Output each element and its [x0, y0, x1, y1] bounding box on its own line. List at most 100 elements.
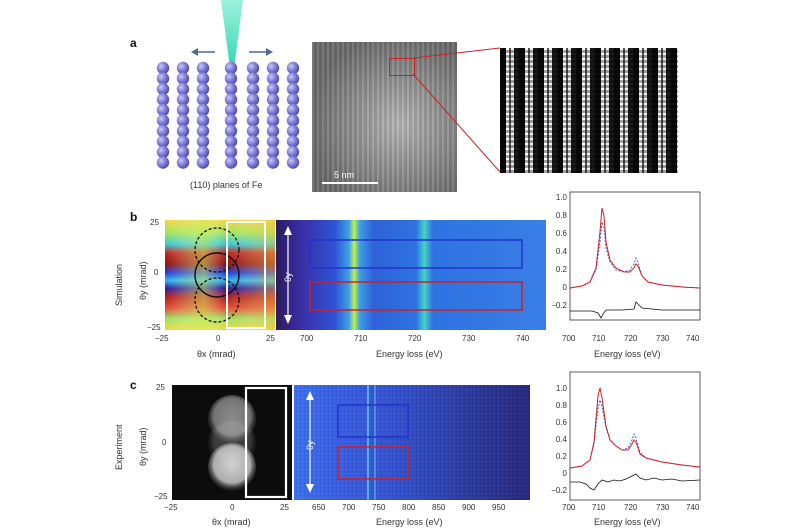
hrtem-image — [312, 42, 457, 192]
fe-atom — [286, 93, 300, 106]
b-spectra-xtick: 710 — [592, 334, 606, 343]
fe-atom — [286, 145, 300, 159]
b-spectra-ytick: 1.0 — [555, 193, 567, 202]
c-spectra-xtick: 740 — [686, 503, 700, 512]
fe-atom — [156, 145, 170, 159]
fe-atom-structure — [156, 0, 300, 169]
b-spectra-xtick: 720 — [624, 334, 638, 343]
zoom-region-box — [389, 58, 415, 76]
fe-atom — [286, 72, 300, 85]
fe-atom — [266, 114, 280, 127]
b-diffraction-map — [165, 220, 275, 330]
c-spectra-xticks: 700 710 720 730 740 — [562, 503, 712, 515]
fe-atom — [224, 156, 238, 169]
c-spectra-xlabel: Energy loss (eV) — [594, 517, 661, 527]
b-diff-ytick-bot: −25 — [147, 323, 161, 332]
fe-atom — [156, 156, 170, 169]
b-map-xtick: 700 — [300, 334, 314, 343]
fe-atom — [266, 103, 280, 117]
b-diff-ytick-mid: 0 — [154, 268, 159, 277]
b-spectra-ytick: 0.8 — [555, 211, 567, 220]
c-diff-ytick-mid: 0 — [162, 438, 167, 447]
panel-c-label: c — [130, 378, 137, 392]
fe-atom — [246, 124, 260, 138]
c-spectra-ytick: 1.0 — [555, 384, 567, 393]
c-spectra-ytick: 0 — [562, 469, 567, 478]
b-spectra-xtick: 740 — [686, 334, 700, 343]
b-spectra-curves — [569, 207, 701, 319]
fe-atom — [224, 103, 238, 117]
c-map-xtick: 850 — [432, 503, 446, 512]
c-diffraction-ylabel: θy (mrad) — [138, 427, 148, 466]
b-spectra-ytick: 0.2 — [555, 265, 567, 274]
c-diff-xtick-right: 25 — [280, 503, 289, 512]
c-diff-xtick-mid: 0 — [230, 503, 235, 512]
row-label-simulation: Simulation — [114, 263, 124, 306]
fe-atom — [196, 61, 210, 75]
fe-atom — [196, 93, 210, 106]
b-spectra-ytick: 0 — [562, 283, 567, 292]
fe-atom — [224, 82, 238, 96]
b-map-xtick: 720 — [408, 334, 422, 343]
c-spectra-xtick: 730 — [656, 503, 670, 512]
scale-bar — [322, 182, 378, 184]
fe-atom — [156, 93, 170, 106]
fe-atom — [176, 124, 190, 138]
fe-atom — [246, 61, 260, 75]
c-map-xtick: 650 — [312, 503, 326, 512]
fe-atom — [224, 114, 238, 127]
b-diffraction-ylabel: θy (mrad) — [138, 261, 148, 300]
fe-atom — [176, 114, 190, 127]
c-spectra-ytick: −0.2 — [551, 486, 567, 495]
fe-atom — [266, 156, 280, 169]
fe-atom — [176, 135, 190, 148]
fe-atom — [266, 135, 280, 148]
fe-atom — [246, 103, 260, 117]
c-map-xtick: 950 — [492, 503, 506, 512]
b-map-xticks: 700 710 720 730 740 — [296, 334, 536, 346]
fe-atom — [224, 135, 238, 148]
panel-a-label: a — [130, 36, 137, 50]
electron-beam — [221, 0, 243, 68]
c-diffraction-xlabel: θx (mrad) — [212, 517, 251, 527]
fe-atom — [176, 72, 190, 85]
fe-atom — [286, 114, 300, 127]
b-map-xtick: 740 — [516, 334, 530, 343]
fe-atom — [156, 114, 170, 127]
b-spectra-ytick: 0.6 — [555, 229, 567, 238]
b-diff-xtick-right: 25 — [266, 334, 275, 343]
fe-atom — [246, 72, 260, 85]
fe-atom — [156, 61, 170, 75]
fe-atom — [156, 82, 170, 96]
c-map-xlabel: Energy loss (eV) — [376, 517, 443, 527]
fe-atom — [286, 156, 300, 169]
fe-atom — [246, 82, 260, 96]
fe-atom — [266, 93, 280, 106]
c-spectra-xtick: 700 — [562, 503, 576, 512]
fe-atom — [156, 72, 170, 85]
c-map-theta-label: θy — [305, 440, 315, 450]
c-spectrum-map — [294, 385, 530, 500]
fe-atom — [156, 103, 170, 117]
fe-atom — [196, 82, 210, 96]
c-map-xtick: 750 — [372, 503, 386, 512]
fe-atom — [196, 114, 210, 127]
b-spectra-xticks: 700 710 720 730 740 — [562, 334, 712, 346]
fe-atom — [176, 145, 190, 159]
fe-atom — [196, 103, 210, 117]
fe-atom — [176, 103, 190, 117]
fe-atom — [176, 156, 190, 169]
c-spectra-ytick: 0.4 — [555, 435, 567, 444]
b-map-xtick: 710 — [354, 334, 368, 343]
fe-atom — [266, 82, 280, 96]
fe-atom — [224, 93, 238, 106]
fe-atom — [266, 61, 280, 75]
c-map-xtick: 700 — [342, 503, 356, 512]
c-spectra-curves — [569, 387, 701, 491]
c-map-xtick: 900 — [462, 503, 476, 512]
b-map-xlabel: Energy loss (eV) — [376, 349, 443, 359]
c-spectra-xtick: 720 — [624, 503, 638, 512]
shift-arrow-left — [191, 48, 215, 56]
fe-atom — [176, 93, 190, 106]
b-diff-xtick-mid: 0 — [216, 334, 221, 343]
